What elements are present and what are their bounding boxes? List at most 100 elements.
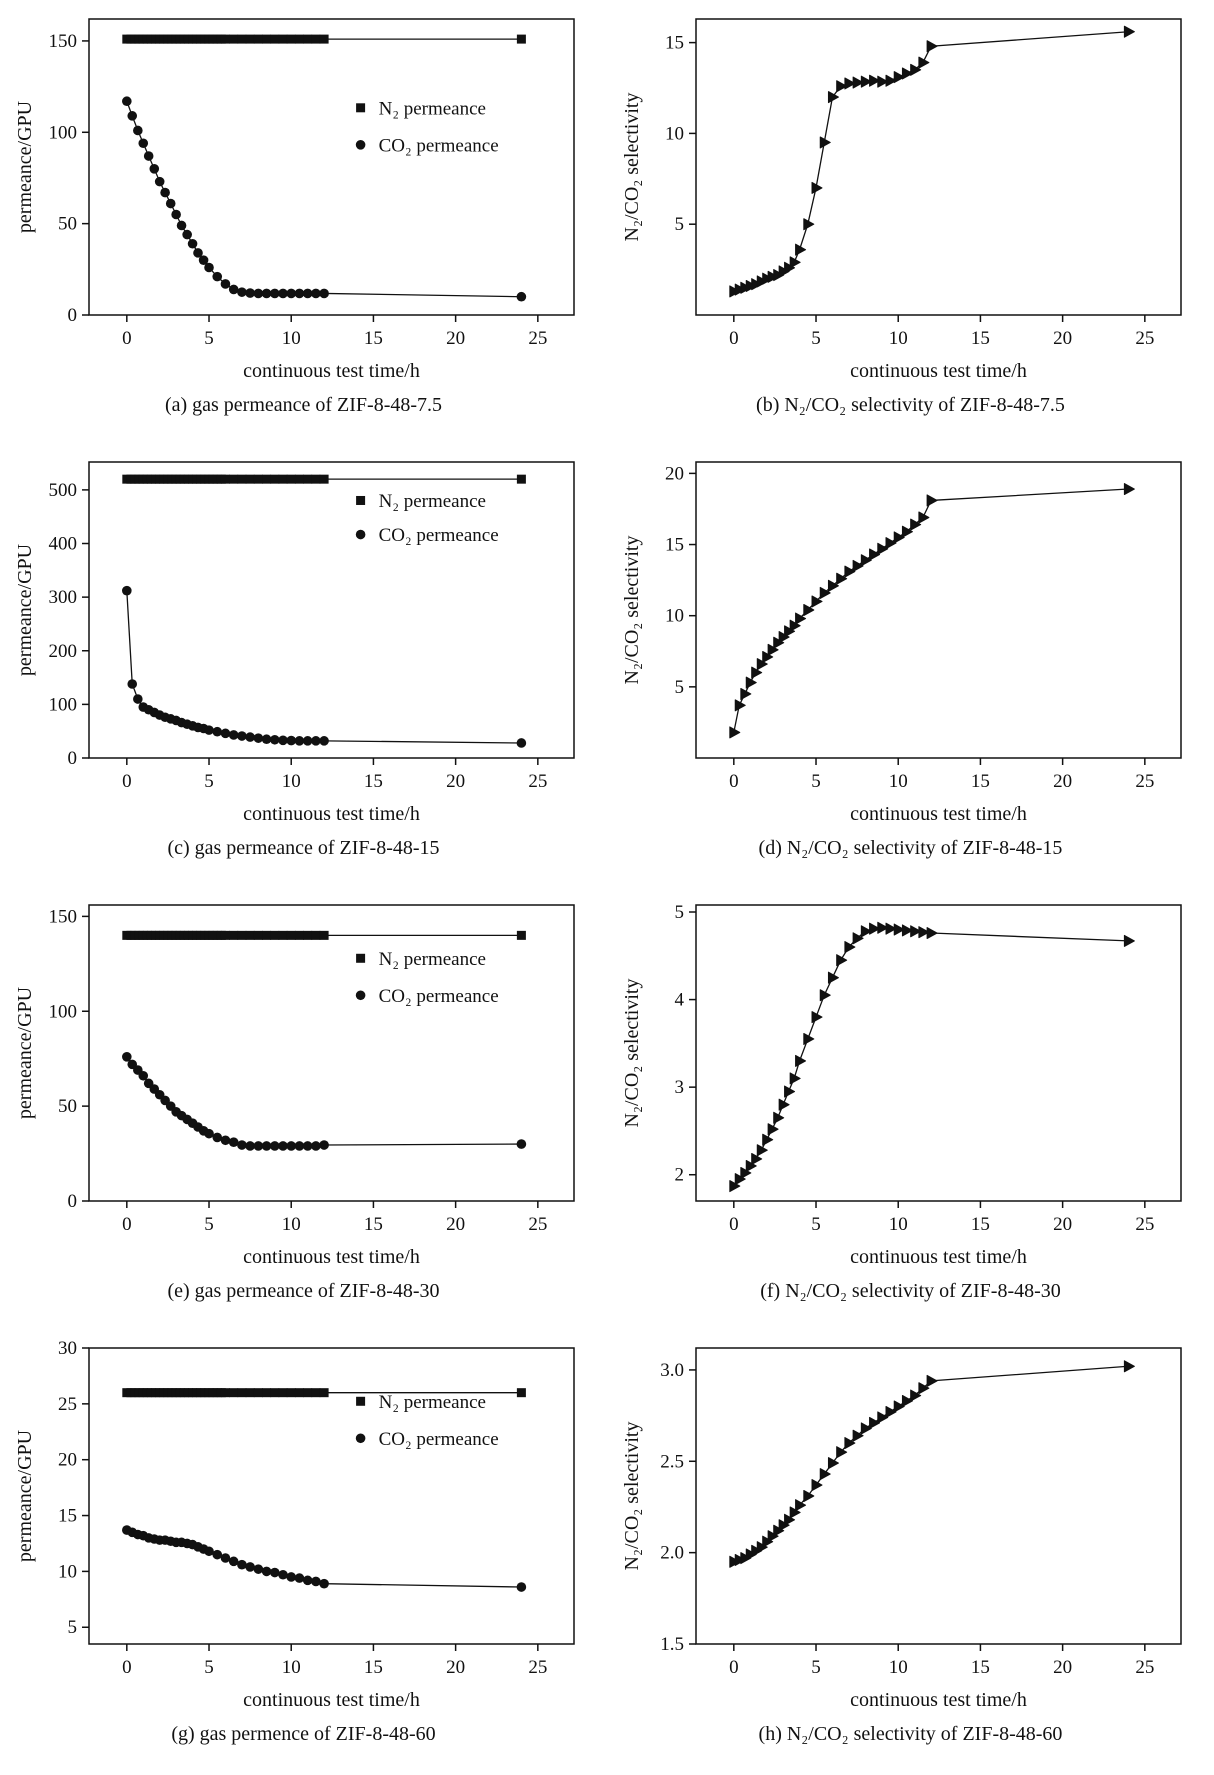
marker-triangle-right — [762, 1133, 774, 1146]
marker-triangle-right — [811, 1011, 823, 1024]
axes-frame — [695, 18, 1182, 316]
marker-triangle-right — [751, 1152, 763, 1165]
marker-triangle-right — [803, 604, 815, 616]
marker-circle — [269, 288, 280, 299]
legend-marker-circle — [355, 529, 366, 540]
marker-circle — [269, 734, 280, 745]
marker-square — [311, 930, 321, 940]
x-tick-label: 5 — [204, 1214, 214, 1235]
chart-e-permeance: 0 5 10 15 20 25 0 50 100 150 continuous test time/… — [11, 891, 596, 1277]
marker-triangle-right — [819, 136, 831, 149]
x-tick-label: 25 — [1135, 328, 1154, 349]
marker-triangle-right — [795, 243, 807, 256]
marker-circle — [237, 1140, 247, 1150]
marker-circle — [237, 731, 247, 741]
marker-circle — [302, 1141, 313, 1151]
marker-triangle-right — [893, 71, 905, 84]
marker-square — [253, 34, 263, 44]
marker-triangle-right — [885, 1405, 897, 1418]
y-tick-label: 100 — [49, 122, 78, 143]
y-tick-label: 20 — [665, 463, 684, 484]
marker-circle — [261, 1566, 272, 1577]
marker-square — [245, 1388, 255, 1398]
y-tick-label: 5 — [68, 1617, 78, 1638]
marker-square — [278, 474, 288, 484]
chart-a-permeance: 0 5 10 15 20 25 0 50 100 150 continuous test time/… — [11, 5, 596, 391]
marker-triangle-right — [926, 494, 938, 507]
subplot-f: 0 5 10 15 20 25 2 3 4 5 continuous test time/h N₂/C… — [607, 886, 1214, 1329]
x-tick-label: 5 — [204, 1657, 214, 1678]
chart-f-selectivity: 0 5 10 15 20 25 2 3 4 5 continuous test time/h N₂/C… — [618, 891, 1203, 1277]
marker-circle — [286, 735, 297, 746]
marker-circle — [302, 1575, 313, 1586]
marker-triangle-right — [860, 75, 872, 88]
caption-b: (b) N₂/CO₂ selectivity of ZIF-8-48-7.5 — [756, 394, 1065, 416]
marker-square — [229, 34, 239, 44]
marker-circle — [204, 262, 214, 273]
marker-square — [303, 930, 313, 940]
y-tick-label: 15 — [58, 1506, 77, 1527]
x-tick-label: 15 — [971, 1657, 990, 1678]
marker-circle — [294, 736, 305, 746]
x-tick-label: 0 — [729, 1214, 739, 1235]
axes-frame — [695, 904, 1182, 1202]
x-tick-label: 15 — [364, 1214, 383, 1235]
marker-circle — [319, 736, 329, 746]
series-line-triangle-right — [733, 927, 1129, 1187]
marker-square — [516, 1388, 526, 1398]
x-tick-label: 0 — [122, 1214, 132, 1235]
marker-square — [245, 34, 255, 44]
marker-circle — [311, 1576, 321, 1587]
y-tick-label: 5 — [675, 214, 685, 235]
marker-triangle-right — [877, 542, 889, 555]
y-tick-label: 2.0 — [660, 1543, 684, 1564]
marker-triangle-right — [803, 218, 815, 231]
marker-square — [319, 1388, 329, 1398]
y-axis-label: permeance/GPU — [14, 100, 36, 233]
marker-circle — [154, 176, 165, 187]
marker-circle — [253, 288, 264, 299]
marker-triangle-right — [778, 1098, 790, 1111]
x-tick-label: 5 — [811, 771, 821, 792]
marker-triangle-right — [901, 525, 913, 538]
x-tick-label: 10 — [282, 1657, 301, 1678]
x-tick-label: 0 — [729, 1657, 739, 1678]
marker-square — [278, 1388, 288, 1398]
marker-triangle-right — [869, 548, 881, 561]
marker-circle — [516, 1139, 527, 1149]
y-axis-label: N₂/CO₂ selectivity — [621, 93, 643, 242]
marker-circle — [319, 1140, 329, 1150]
marker-triangle-right — [860, 554, 872, 567]
marker-circle — [269, 1141, 280, 1151]
y-tick-label: 10 — [665, 606, 684, 627]
marker-square — [516, 474, 526, 484]
marker-triangle-right — [811, 181, 823, 194]
y-tick-label: 5 — [675, 902, 685, 923]
marker-triangle-right — [789, 256, 801, 269]
marker-triangle-right — [784, 625, 796, 638]
y-tick-label: 2.5 — [660, 1451, 684, 1472]
marker-triangle-right — [901, 924, 913, 937]
marker-circle — [261, 288, 272, 299]
marker-circle — [143, 151, 154, 161]
marker-circle — [278, 1141, 288, 1151]
marker-circle — [220, 728, 231, 739]
marker-circle — [122, 96, 132, 107]
marker-circle — [220, 279, 231, 289]
x-axis-label: continuous test time/h — [243, 1246, 420, 1268]
marker-square — [229, 1388, 239, 1398]
x-tick-label: 0 — [729, 328, 739, 349]
chart-h-selectivity: 0 5 10 15 20 25 1.5 2.0 2.5 3.0 continuous test ti… — [618, 1334, 1203, 1720]
marker-triangle-right — [918, 56, 930, 69]
marker-square — [278, 34, 288, 44]
marker-circle — [294, 1573, 305, 1583]
marker-square — [220, 930, 230, 940]
marker-circle — [176, 220, 187, 231]
marker-triangle-right — [885, 922, 897, 935]
marker-square — [262, 1388, 272, 1398]
marker-circle — [516, 291, 527, 302]
x-tick-label: 10 — [282, 771, 301, 792]
marker-circle — [204, 725, 214, 735]
marker-square — [278, 930, 288, 940]
